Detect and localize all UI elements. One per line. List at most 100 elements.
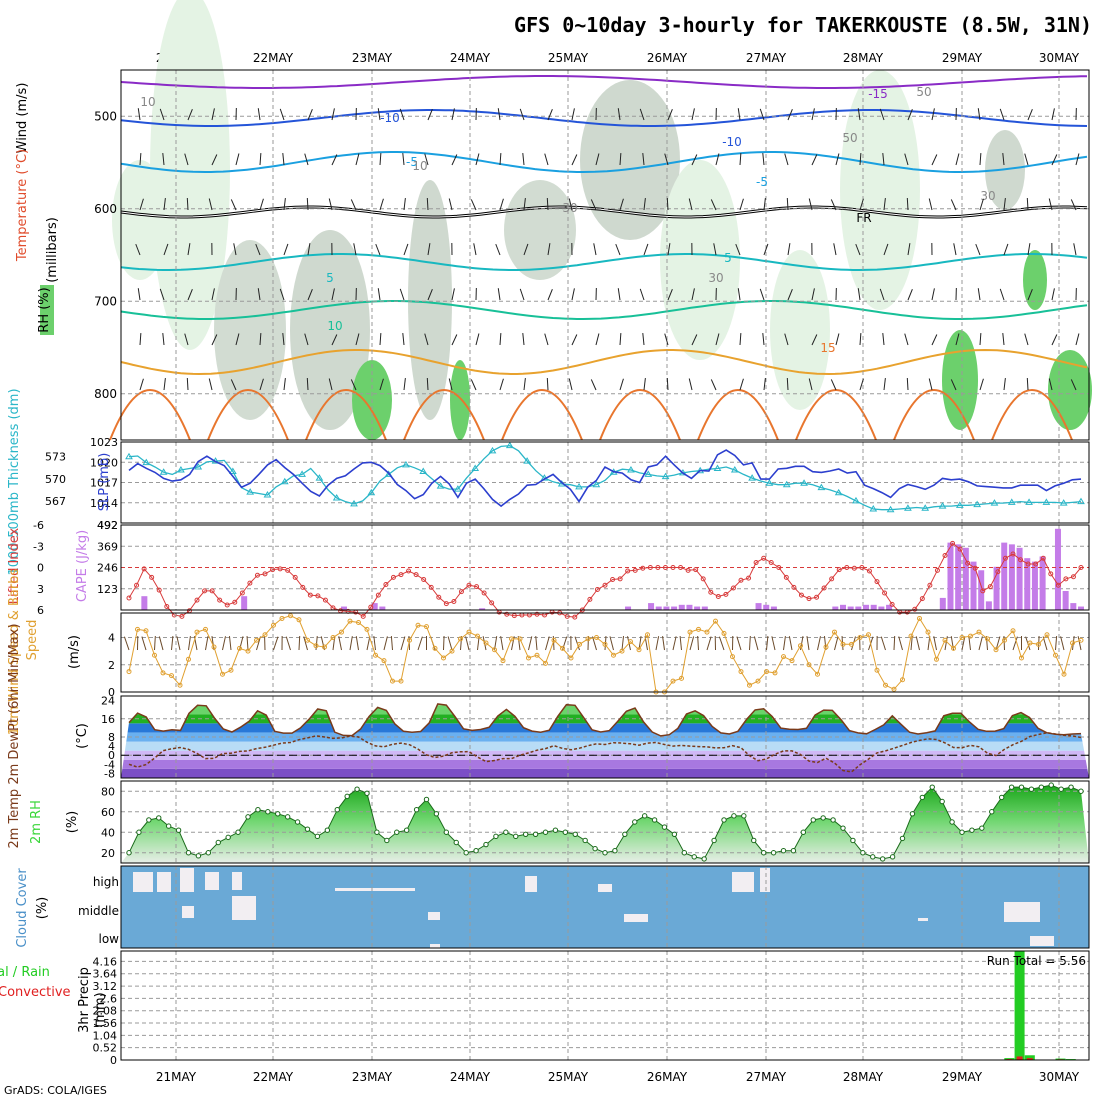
wind-speed-point xyxy=(891,686,897,692)
wind-barb xyxy=(235,153,240,166)
lifted-index-point xyxy=(534,611,540,617)
wind-speed-point xyxy=(449,648,455,654)
rh2m-point xyxy=(1058,786,1064,792)
wind-barb xyxy=(547,289,553,301)
rh2m-point xyxy=(255,807,261,813)
wind-barb-10m xyxy=(482,636,487,651)
rh2m-point xyxy=(205,850,212,856)
rh2m-point xyxy=(284,814,291,820)
wind-speed-point xyxy=(951,645,956,651)
slp-tick: 1023 xyxy=(90,436,118,449)
wind-barb-10m xyxy=(604,635,607,651)
wind-barb-10m xyxy=(447,636,453,651)
cloud-axis-label: Cloud Cover xyxy=(15,868,30,948)
wind-speed-point xyxy=(959,635,965,641)
rh-shade xyxy=(1048,350,1092,430)
wind-barb xyxy=(710,199,717,211)
wind-barb xyxy=(667,289,673,301)
wind-barb xyxy=(977,288,981,301)
thickness-marker xyxy=(748,474,757,481)
wind-barb xyxy=(519,288,525,301)
contour-label: -5 xyxy=(406,155,418,169)
wind-barb xyxy=(571,288,575,301)
wind-barb xyxy=(808,378,813,391)
rh2m-point xyxy=(1018,784,1025,790)
wind-barb xyxy=(979,333,982,346)
wind-barb-10m xyxy=(672,636,677,651)
wind-barb xyxy=(787,109,793,121)
wind-barb-10m xyxy=(662,636,665,651)
wind-speed-point xyxy=(687,629,693,635)
wind-barb xyxy=(1024,153,1029,166)
lifted-index-point xyxy=(451,599,457,604)
lifted-index-line xyxy=(128,542,1082,618)
rh2m-point xyxy=(423,796,430,803)
wind-speed-point xyxy=(1002,637,1007,643)
rh2m-point xyxy=(651,817,658,823)
thickness-marker xyxy=(194,463,203,470)
wind-barb xyxy=(639,288,645,301)
thickness-marker xyxy=(1007,498,1016,505)
date-label-bottom: 27MAY xyxy=(746,1070,787,1084)
date-label-top: 25MAY xyxy=(548,51,589,65)
wind-barb xyxy=(617,108,621,121)
wind-barb xyxy=(451,334,458,346)
date-label-top: 22MAY xyxy=(253,51,294,65)
wind-barb xyxy=(139,198,144,211)
wind-speed-point xyxy=(738,669,744,675)
cape-bar xyxy=(678,604,685,610)
wind-barb xyxy=(1051,288,1055,301)
wind-barb xyxy=(137,288,141,301)
wind-barb xyxy=(883,198,886,211)
lifted-index-point xyxy=(1063,576,1069,582)
lifted-index-point xyxy=(594,586,600,592)
lifted-index-point xyxy=(866,568,872,574)
lifted-index-point xyxy=(851,565,857,571)
lifted-index-point xyxy=(443,601,449,607)
date-label-bottom: 21MAY xyxy=(156,1070,197,1084)
rh2m-point xyxy=(1008,784,1015,790)
wind-barb xyxy=(667,243,671,256)
wind-barb xyxy=(811,108,815,121)
wind-speed-point xyxy=(466,629,472,635)
lifted-index-point xyxy=(1010,551,1016,557)
rh2m-point xyxy=(582,837,588,844)
thickness-marker xyxy=(1025,498,1033,505)
temperature-label: Temperature (°C) xyxy=(15,149,30,262)
slp-tick: 1020 xyxy=(90,456,118,469)
lifted-index-point xyxy=(285,567,291,573)
lifted-index-point xyxy=(315,593,321,599)
rh-shade xyxy=(408,180,452,420)
wind-barb xyxy=(735,243,741,256)
contour-label: 15 xyxy=(820,341,835,355)
wind-barb xyxy=(328,378,333,391)
wind-barb-10m xyxy=(390,635,393,651)
cape-bar xyxy=(1078,606,1084,610)
lifted-index-point xyxy=(254,572,260,578)
temperature-contour xyxy=(120,109,1088,127)
wind-barb xyxy=(1048,198,1053,211)
wind-barb-10m xyxy=(355,636,359,651)
cloud-block xyxy=(157,872,171,892)
wind-barb xyxy=(211,288,215,301)
wind-barb xyxy=(353,243,357,256)
wind-barb xyxy=(979,153,982,166)
rh-shade xyxy=(770,250,830,410)
wind-barb xyxy=(739,333,742,346)
wind-barb xyxy=(906,198,909,211)
thickness-marker xyxy=(263,491,272,498)
temperature-band xyxy=(121,704,1089,706)
wind-speed-point xyxy=(398,678,404,684)
wind-barb-10m xyxy=(303,636,308,651)
lifted-index-point xyxy=(292,574,298,580)
temperature-tick: 0 xyxy=(108,749,115,762)
wind-speed-point xyxy=(925,629,931,635)
contour-label: 10 xyxy=(140,95,155,109)
lifted-index-point xyxy=(156,587,162,593)
rh2m-point xyxy=(453,839,459,846)
lifted-index-point xyxy=(972,565,978,571)
cape-bar xyxy=(671,606,678,610)
wind-barb xyxy=(739,198,744,211)
temperature-contour xyxy=(893,389,975,441)
wind-barb xyxy=(307,109,313,121)
